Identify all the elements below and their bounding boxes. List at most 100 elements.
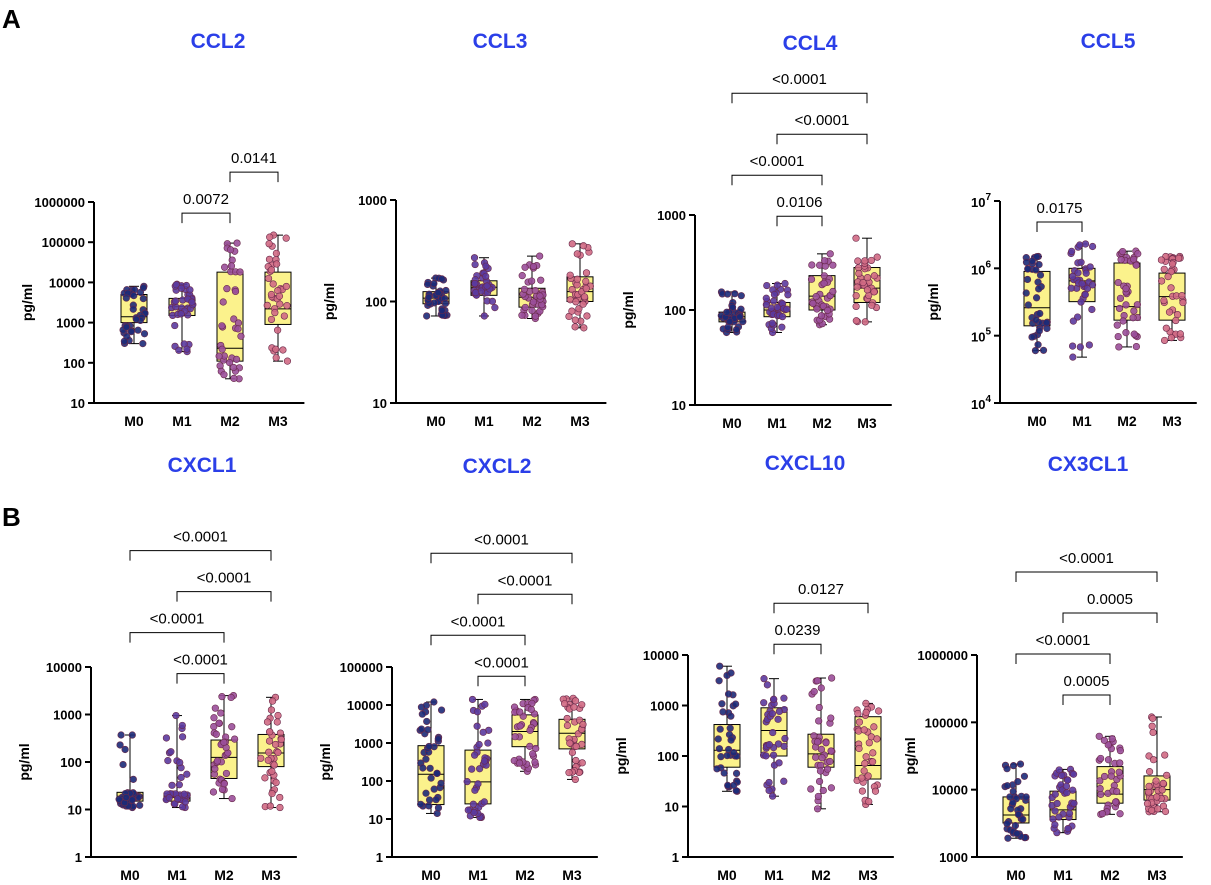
data-point <box>271 309 279 317</box>
data-point <box>468 695 477 704</box>
data-point <box>765 778 773 787</box>
data-point <box>571 316 579 324</box>
data-point <box>180 790 188 798</box>
data-point <box>484 739 492 747</box>
data-point <box>868 758 877 766</box>
data-point <box>422 701 430 710</box>
data-point <box>276 803 284 812</box>
y-tick-label: 100 <box>60 755 82 770</box>
data-point <box>814 792 822 801</box>
data-point <box>571 775 579 784</box>
data-point <box>537 276 545 284</box>
data-point <box>236 268 244 276</box>
y-tick-label: 10000 <box>643 648 679 663</box>
data-point <box>768 319 776 327</box>
y-tick-label: 10 <box>665 800 679 815</box>
data-point <box>1100 772 1109 781</box>
data-point <box>854 709 862 718</box>
chart-title: CCL2 <box>191 30 246 53</box>
data-point <box>862 753 870 761</box>
y-tick-label: 10000 <box>932 783 968 798</box>
data-point <box>471 786 479 794</box>
data-point <box>172 281 180 289</box>
data-point <box>234 319 243 327</box>
data-point <box>778 313 787 321</box>
data-point <box>861 759 869 768</box>
data-point <box>174 795 182 803</box>
data-point <box>475 740 483 749</box>
data-point <box>718 700 726 708</box>
data-point <box>827 714 835 722</box>
data-point <box>425 742 433 751</box>
chart-title: CXCL2 <box>463 455 532 478</box>
data-point <box>1172 316 1180 325</box>
data-point <box>809 299 817 308</box>
data-point <box>1096 784 1104 793</box>
data-point <box>139 284 148 292</box>
data-point <box>1051 821 1059 829</box>
x-category-label: M0 <box>1027 413 1047 429</box>
data-point <box>529 298 537 306</box>
data-point <box>1068 247 1076 256</box>
data-point <box>1133 301 1141 309</box>
x-category-label: M3 <box>1162 413 1182 429</box>
data-point <box>571 697 580 705</box>
chart-ccl2: CCL2 10 100 1000 10000 100000 1000000 pg/ml M0 M1… <box>19 30 305 429</box>
data-point <box>1035 260 1043 269</box>
data-point <box>178 721 186 730</box>
data-point <box>276 300 284 308</box>
data-point <box>1160 336 1169 345</box>
data-point <box>472 289 480 297</box>
data-point <box>579 720 587 729</box>
data-point <box>563 714 571 723</box>
data-point <box>1006 793 1014 801</box>
data-point <box>122 793 130 802</box>
p-value-label: 0.0127 <box>798 581 844 598</box>
x-category-label: M2 <box>812 415 832 431</box>
data-point <box>717 753 725 761</box>
data-point <box>1023 275 1032 284</box>
data-point <box>575 305 583 313</box>
data-point <box>175 781 183 789</box>
data-point <box>855 718 864 726</box>
data-point <box>225 359 234 367</box>
data-point <box>716 662 724 670</box>
data-point <box>280 312 288 320</box>
x-category-label: M2 <box>811 867 831 883</box>
data-point <box>770 290 779 299</box>
data-point <box>815 703 823 712</box>
chart-title: CCL5 <box>1081 30 1136 53</box>
data-point <box>273 260 281 268</box>
data-point <box>871 787 880 795</box>
chart-title: CXCL1 <box>168 454 237 477</box>
data-point <box>820 279 828 287</box>
data-point <box>528 277 536 285</box>
data-point <box>1111 798 1120 806</box>
data-point <box>437 779 445 787</box>
data-point <box>875 707 883 715</box>
data-point <box>736 313 744 321</box>
data-point <box>863 286 872 294</box>
data-point <box>215 352 223 360</box>
data-point <box>774 715 782 723</box>
data-point <box>1036 309 1044 318</box>
data-point <box>723 308 731 316</box>
data-point <box>715 677 723 685</box>
significance-bracket <box>1015 571 1158 583</box>
data-point <box>1086 263 1094 271</box>
data-point <box>762 294 770 302</box>
data-point <box>1033 253 1041 261</box>
data-point <box>770 695 778 703</box>
data-point <box>1076 241 1084 249</box>
data-point <box>826 757 834 766</box>
data-point <box>1014 810 1023 819</box>
data-point <box>480 798 488 806</box>
data-point <box>422 755 430 763</box>
data-point <box>583 312 591 320</box>
data-point <box>272 249 281 257</box>
data-point <box>732 769 741 778</box>
data-point <box>1055 813 1063 821</box>
data-point <box>716 725 724 733</box>
data-point <box>822 739 830 747</box>
data-point <box>855 269 863 278</box>
